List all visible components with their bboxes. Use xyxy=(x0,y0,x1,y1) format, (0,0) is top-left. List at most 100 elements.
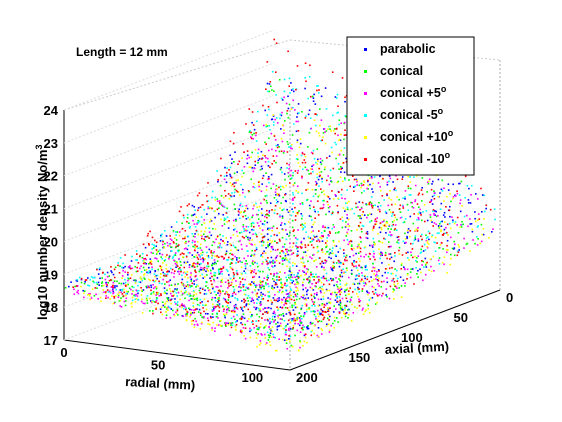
legend-label: conical -5o xyxy=(380,106,444,122)
data-point xyxy=(302,296,304,299)
data-point xyxy=(143,274,145,276)
data-point xyxy=(407,251,409,254)
data-point xyxy=(338,138,341,141)
data-point xyxy=(247,255,249,257)
data-point xyxy=(163,272,166,275)
data-point xyxy=(206,281,208,283)
data-point xyxy=(337,259,340,262)
data-point xyxy=(302,224,305,226)
data-point xyxy=(361,272,363,274)
data-point xyxy=(334,232,337,234)
data-point xyxy=(348,290,350,292)
data-point xyxy=(214,228,217,230)
data-point xyxy=(288,77,291,80)
data-point xyxy=(271,70,274,73)
data-point xyxy=(275,188,277,191)
data-point xyxy=(89,293,91,296)
data-point xyxy=(124,284,127,287)
data-point xyxy=(278,150,281,153)
data-point xyxy=(344,259,346,262)
data-point xyxy=(356,229,358,231)
data-point xyxy=(358,275,360,277)
data-point xyxy=(304,117,307,119)
data-point xyxy=(438,247,440,249)
data-point xyxy=(201,301,203,303)
data-point xyxy=(107,296,109,299)
data-point xyxy=(269,166,271,169)
data-point xyxy=(432,210,434,213)
data-point xyxy=(310,200,312,202)
data-point xyxy=(193,324,196,326)
data-point xyxy=(190,278,193,281)
data-point xyxy=(239,194,241,196)
data-point xyxy=(357,225,360,227)
data-point xyxy=(163,246,166,249)
data-point xyxy=(234,318,236,321)
data-point xyxy=(266,209,268,212)
data-point xyxy=(275,256,278,259)
data-point xyxy=(359,209,361,211)
data-point xyxy=(448,209,451,211)
data-point xyxy=(146,235,149,237)
data-point xyxy=(206,251,208,254)
data-point xyxy=(402,240,405,243)
data-point xyxy=(414,235,417,237)
data-point xyxy=(287,95,289,98)
data-point xyxy=(321,265,323,268)
data-point xyxy=(270,187,272,190)
data-point xyxy=(211,275,213,278)
data-point xyxy=(274,294,276,296)
data-point xyxy=(352,175,354,177)
data-point xyxy=(360,230,363,233)
data-point xyxy=(323,306,325,308)
data-point xyxy=(222,235,224,237)
data-point xyxy=(276,328,279,331)
data-point xyxy=(188,307,190,310)
data-point xyxy=(161,313,164,316)
data-point xyxy=(224,189,226,192)
data-point xyxy=(476,226,479,228)
data-point xyxy=(442,248,444,250)
data-point xyxy=(179,298,181,301)
data-point xyxy=(173,272,175,275)
data-point xyxy=(357,215,360,217)
data-point xyxy=(310,271,312,274)
data-point xyxy=(333,244,336,247)
data-point xyxy=(467,225,469,228)
data-point xyxy=(320,235,323,237)
data-point xyxy=(291,219,294,222)
data-point xyxy=(228,274,230,276)
data-point xyxy=(244,262,247,265)
data-point xyxy=(256,328,258,331)
data-point xyxy=(318,304,321,307)
data-point xyxy=(197,258,200,260)
data-point xyxy=(247,226,250,228)
data-point xyxy=(261,208,263,210)
data-point xyxy=(239,306,242,309)
data-point xyxy=(280,318,282,320)
data-point xyxy=(112,288,114,291)
data-point xyxy=(168,255,171,257)
data-point xyxy=(217,292,219,294)
data-point xyxy=(412,256,414,259)
data-point xyxy=(216,313,218,315)
data-point xyxy=(200,249,203,251)
data-point xyxy=(232,254,234,256)
data-point xyxy=(228,220,230,222)
legend-marker xyxy=(364,158,367,161)
data-point xyxy=(235,306,238,309)
data-point xyxy=(273,209,276,212)
data-point xyxy=(161,253,164,256)
data-point xyxy=(174,283,176,286)
data-point xyxy=(125,297,128,300)
data-point xyxy=(253,204,255,206)
data-point xyxy=(253,306,256,309)
data-point xyxy=(347,223,349,225)
data-point xyxy=(266,312,269,314)
data-point xyxy=(286,279,288,281)
data-point xyxy=(143,269,146,271)
data-point xyxy=(283,96,285,99)
data-point xyxy=(401,176,404,178)
data-point xyxy=(296,153,298,156)
gridline-z-22 xyxy=(63,95,275,177)
